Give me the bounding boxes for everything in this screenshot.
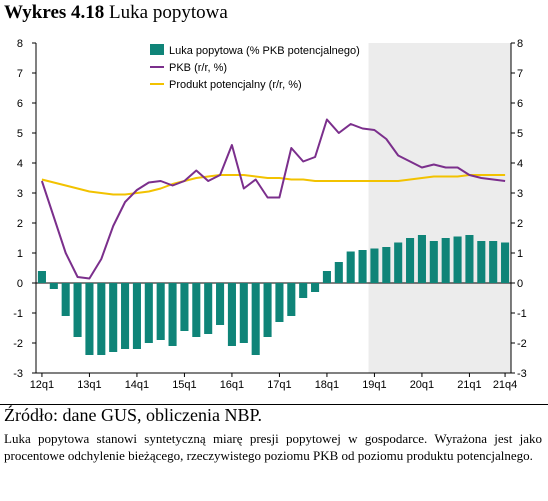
gap-bar bbox=[61, 283, 70, 316]
gap-bar bbox=[204, 283, 213, 334]
y-tick-label-right: 4 bbox=[517, 158, 523, 170]
gap-bar bbox=[180, 283, 189, 331]
x-tick-label: 19q1 bbox=[362, 379, 386, 391]
x-tick-label: 20q1 bbox=[410, 379, 434, 391]
gap-bar bbox=[73, 283, 82, 337]
gap-bar bbox=[489, 241, 498, 283]
gap-bar bbox=[216, 283, 225, 325]
gap-bar bbox=[334, 262, 343, 283]
gap-bar bbox=[156, 283, 165, 340]
y-tick-label-right: -3 bbox=[517, 368, 527, 380]
y-tick-label-right: -1 bbox=[517, 308, 527, 320]
figure-source: Źródło: dane GUS, obliczenia NBP. bbox=[4, 405, 262, 425]
y-tick-label-left: 7 bbox=[17, 68, 23, 80]
gap-bar bbox=[358, 250, 367, 283]
gap-bar bbox=[168, 283, 177, 346]
y-tick-label-right: 5 bbox=[517, 128, 523, 140]
gap-bar bbox=[239, 283, 248, 343]
figure-note: Luka popytowa stanowi syntetyczną miarę … bbox=[4, 431, 542, 463]
x-tick-label: 14q1 bbox=[125, 379, 149, 391]
gap-bar bbox=[109, 283, 118, 352]
x-tick-label: 12q1 bbox=[30, 379, 54, 391]
y-tick-label-right: 3 bbox=[517, 188, 523, 200]
chart: -3 -3 -2 -2 -1 -1 0 0 1 1 2 2 3 3 4 4 5 5 6 6 7 7 8 8 12q1 13q1 14… bbox=[13, 38, 527, 391]
x-tick-label: 15q1 bbox=[172, 379, 196, 391]
y-tick-label-left: 5 bbox=[17, 128, 23, 140]
y-tick-label-left: 4 bbox=[17, 158, 23, 170]
y-tick-label-right: 7 bbox=[517, 68, 523, 80]
gap-bar bbox=[192, 283, 201, 337]
gap-bar bbox=[275, 283, 284, 322]
x-tick-label: 13q1 bbox=[77, 379, 101, 391]
gap-bar bbox=[465, 235, 474, 283]
legend-label-potential: Produkt potencjalny (r/r, %) bbox=[169, 79, 302, 91]
gap-bar bbox=[287, 283, 296, 316]
figure-label: Wykres 4.18 bbox=[4, 2, 105, 23]
figure-title: Wykres 4.18 Luka popytowa bbox=[4, 2, 228, 24]
gap-bar bbox=[322, 271, 331, 283]
gap-bar bbox=[417, 235, 426, 283]
source-divider bbox=[0, 404, 548, 405]
legend-label-gap: Luka popytowa (% PKB potencjalnego) bbox=[169, 45, 360, 57]
gap-bar bbox=[394, 242, 403, 283]
y-tick-label-left: 1 bbox=[17, 248, 23, 260]
gap-bar bbox=[37, 271, 46, 283]
gap-bar bbox=[477, 241, 486, 283]
gap-bar bbox=[311, 283, 320, 292]
gap-bar bbox=[97, 283, 106, 355]
y-tick-label-right: 8 bbox=[517, 38, 523, 50]
potential-output-line bbox=[41, 174, 506, 196]
y-tick-label-left: 0 bbox=[17, 278, 23, 290]
legend-label-gdp: PKB (r/r, %) bbox=[169, 62, 227, 74]
gap-bar bbox=[263, 283, 272, 337]
figure-title-text: Luka popytowa bbox=[109, 2, 228, 23]
gap-bar bbox=[132, 283, 141, 349]
y-tick-label-right: 1 bbox=[517, 248, 523, 260]
gap-bar bbox=[346, 251, 355, 283]
gap-bar bbox=[429, 241, 438, 283]
x-tick-label: 17q1 bbox=[267, 379, 291, 391]
gdp-line bbox=[40, 118, 506, 280]
gap-bar bbox=[406, 238, 415, 283]
gap-bar bbox=[501, 242, 510, 283]
y-tick-label-left: 3 bbox=[17, 188, 23, 200]
gap-bar bbox=[453, 236, 462, 283]
legend-swatch-gap bbox=[150, 44, 164, 55]
gap-bar bbox=[227, 283, 236, 346]
x-tick-label: 16q1 bbox=[220, 379, 244, 391]
gap-bar bbox=[251, 283, 260, 355]
x-tick-label: 21q1 bbox=[457, 379, 481, 391]
gap-bar bbox=[144, 283, 153, 343]
y-tick-label-right: -2 bbox=[517, 338, 527, 350]
y-tick-label-right: 0 bbox=[517, 278, 523, 290]
y-tick-label-left: -1 bbox=[13, 308, 23, 320]
gap-bar bbox=[382, 247, 391, 283]
y-tick-label-left: 8 bbox=[17, 38, 23, 50]
gap-bar bbox=[370, 248, 379, 283]
y-tick-label-left: 6 bbox=[17, 98, 23, 110]
y-tick-label-left: -2 bbox=[13, 338, 23, 350]
gap-bar bbox=[299, 283, 308, 298]
y-tick-label-right: 2 bbox=[517, 218, 523, 230]
y-tick-label-right: 6 bbox=[517, 98, 523, 110]
y-tick-label-left: 2 bbox=[17, 218, 23, 230]
projection-shade bbox=[368, 43, 511, 373]
y-tick-label-left: -3 bbox=[13, 368, 23, 380]
x-tick-label: 18q1 bbox=[315, 379, 339, 391]
gap-bar bbox=[441, 238, 450, 283]
gap-bar bbox=[85, 283, 94, 355]
gap-bar bbox=[49, 283, 58, 289]
gap-bar bbox=[121, 283, 130, 349]
x-tick-label: 21q4 bbox=[493, 379, 517, 391]
